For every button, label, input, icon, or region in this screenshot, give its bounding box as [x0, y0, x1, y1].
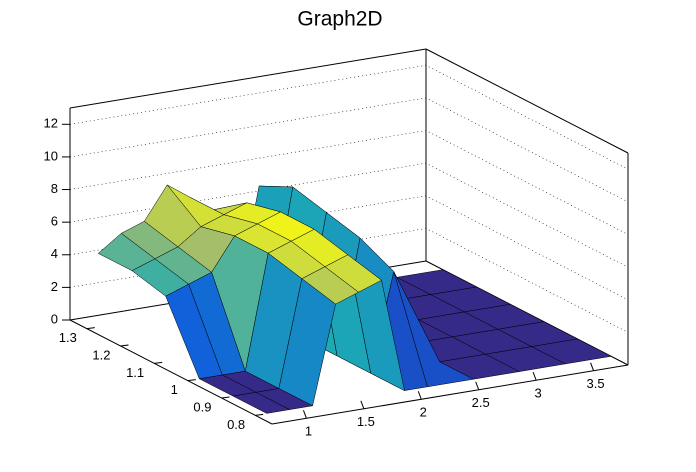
y-tick [120, 344, 129, 347]
z-tick-label: 12 [44, 116, 58, 131]
y-tick [255, 413, 264, 416]
surface-cell [232, 392, 291, 414]
x-tick [360, 400, 365, 409]
x-tick [417, 391, 422, 400]
x-tick-label: 2.5 [472, 395, 490, 410]
chart-title: Graph2D [297, 8, 382, 31]
y-tick-label: 1.3 [59, 330, 77, 345]
y-tick [187, 379, 196, 382]
x-tick-label: 1 [305, 424, 312, 439]
x-tick [590, 362, 595, 371]
x-tick-label: 2 [420, 405, 427, 420]
y-tick-label: 1.1 [126, 365, 144, 380]
y-axis [69, 319, 273, 425]
y-tick-label: 1.2 [92, 347, 110, 362]
z-tick-label: 4 [51, 246, 58, 261]
z-tick-label: 0 [51, 311, 58, 326]
x-tick [532, 372, 537, 381]
z-tick-label: 2 [51, 279, 58, 294]
y-tick-label: 0.8 [227, 417, 245, 432]
x-axis [271, 364, 629, 425]
x-tick-label: 1.5 [357, 414, 375, 429]
frame-line [425, 48, 629, 154]
x-tick-label: 3.5 [587, 376, 605, 391]
y-tick [221, 396, 230, 399]
y-tick [154, 361, 163, 364]
x-tick-label: 3 [535, 386, 542, 401]
frame-line [69, 48, 427, 109]
z-tick-label: 8 [51, 181, 58, 196]
y-tick [86, 327, 95, 330]
y-tick-label: 1 [171, 382, 178, 397]
x-tick [475, 381, 480, 390]
z-tick-label: 6 [51, 214, 58, 229]
z-tick-label: 10 [44, 148, 58, 163]
x-tick [302, 410, 307, 419]
y-tick-label: 0.9 [193, 399, 211, 414]
